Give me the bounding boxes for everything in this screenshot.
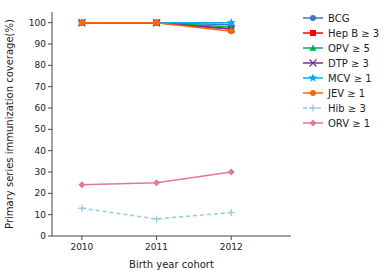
data-point	[228, 209, 235, 216]
legend-label: MCV ≥ 1	[328, 73, 372, 84]
legend-swatch-marker	[309, 74, 318, 82]
legend-label: Hep B ≥ 3	[328, 28, 379, 39]
chart-container: 0 10 20 30 40 50 60 70 80 90 100 2010 2011 2012 Birth …	[0, 0, 391, 276]
legend: BCG Hep B ≥ 3 OPV ≥ 5 DTP ≥ 3 MCV ≥ 1 JEV ≥ 1…	[303, 13, 379, 129]
legend-label: BCG	[328, 13, 349, 24]
legend-swatch-marker	[310, 15, 316, 21]
legend-label: ORV ≥ 1	[328, 118, 370, 129]
y-tick	[48, 214, 52, 215]
data-point	[154, 20, 160, 26]
data-point	[228, 169, 235, 176]
legend-swatch-marker	[310, 90, 316, 96]
y-tick-label: 90	[35, 39, 47, 49]
x-axis-line	[52, 236, 291, 237]
legend-swatch-marker	[310, 45, 317, 51]
x-tick-label: 2012	[220, 242, 243, 252]
page: {"chart_data": { "type": "line", "x": [2…	[0, 0, 391, 276]
legend-label: DTP ≥ 3	[328, 58, 369, 69]
y-tick-label: 80	[35, 60, 47, 70]
y-tick	[48, 108, 52, 109]
y-axis-label: Primary series immunization coverage(%)	[4, 19, 15, 229]
y-axis-line	[52, 12, 53, 236]
y-tick-label: 40	[35, 146, 47, 156]
y-tick	[48, 236, 52, 237]
data-point	[153, 19, 160, 25]
data-point	[78, 19, 85, 25]
legend-label: JEV ≥ 1	[327, 88, 365, 99]
y-tick-label: 20	[35, 188, 47, 198]
y-tick-label: 60	[35, 103, 47, 113]
data-point	[79, 20, 85, 26]
y-tick	[48, 172, 52, 173]
y-tick-label: 30	[35, 167, 47, 177]
legend-swatch-marker	[310, 120, 317, 127]
legend-label: Hib ≥ 3	[328, 103, 366, 114]
legend-swatch-marker	[310, 30, 316, 36]
legend-swatch-marker	[310, 60, 317, 67]
data-point	[153, 215, 160, 222]
x-tick	[81, 236, 82, 240]
data-point	[79, 20, 85, 26]
x-tick	[231, 236, 232, 240]
data-point	[79, 20, 85, 26]
y-tick-label: 50	[35, 124, 47, 134]
legend-label: OPV ≥ 5	[328, 43, 370, 54]
y-tick-label: 10	[35, 210, 47, 220]
data-point	[228, 28, 234, 34]
chart-svg: 0 10 20 30 40 50 60 70 80 90 100 2010 2011 2012 Birth …	[0, 0, 391, 276]
data-point	[153, 179, 160, 186]
data-point	[78, 205, 85, 212]
y-tick-label: 70	[35, 82, 47, 92]
data-point	[154, 20, 160, 26]
x-tick	[156, 236, 157, 240]
data-group	[78, 18, 236, 222]
y-tick-label: 0	[40, 231, 46, 241]
x-tick-label: 2011	[145, 242, 168, 252]
data-point	[227, 18, 236, 26]
y-tick	[48, 193, 52, 194]
x-tick-label: 2010	[70, 242, 93, 252]
x-axis-label: Birth year cohort	[129, 259, 214, 270]
y-tick	[48, 150, 52, 151]
y-tick	[48, 86, 52, 87]
y-tick-label: 100	[29, 18, 46, 28]
y-tick	[48, 22, 52, 23]
y-tick	[48, 65, 52, 66]
data-point	[78, 19, 85, 26]
data-point	[78, 181, 85, 188]
y-tick	[48, 129, 52, 130]
data-point	[153, 19, 160, 26]
y-tick	[48, 44, 52, 45]
legend-swatch-marker	[310, 105, 317, 112]
data-point	[154, 20, 160, 26]
